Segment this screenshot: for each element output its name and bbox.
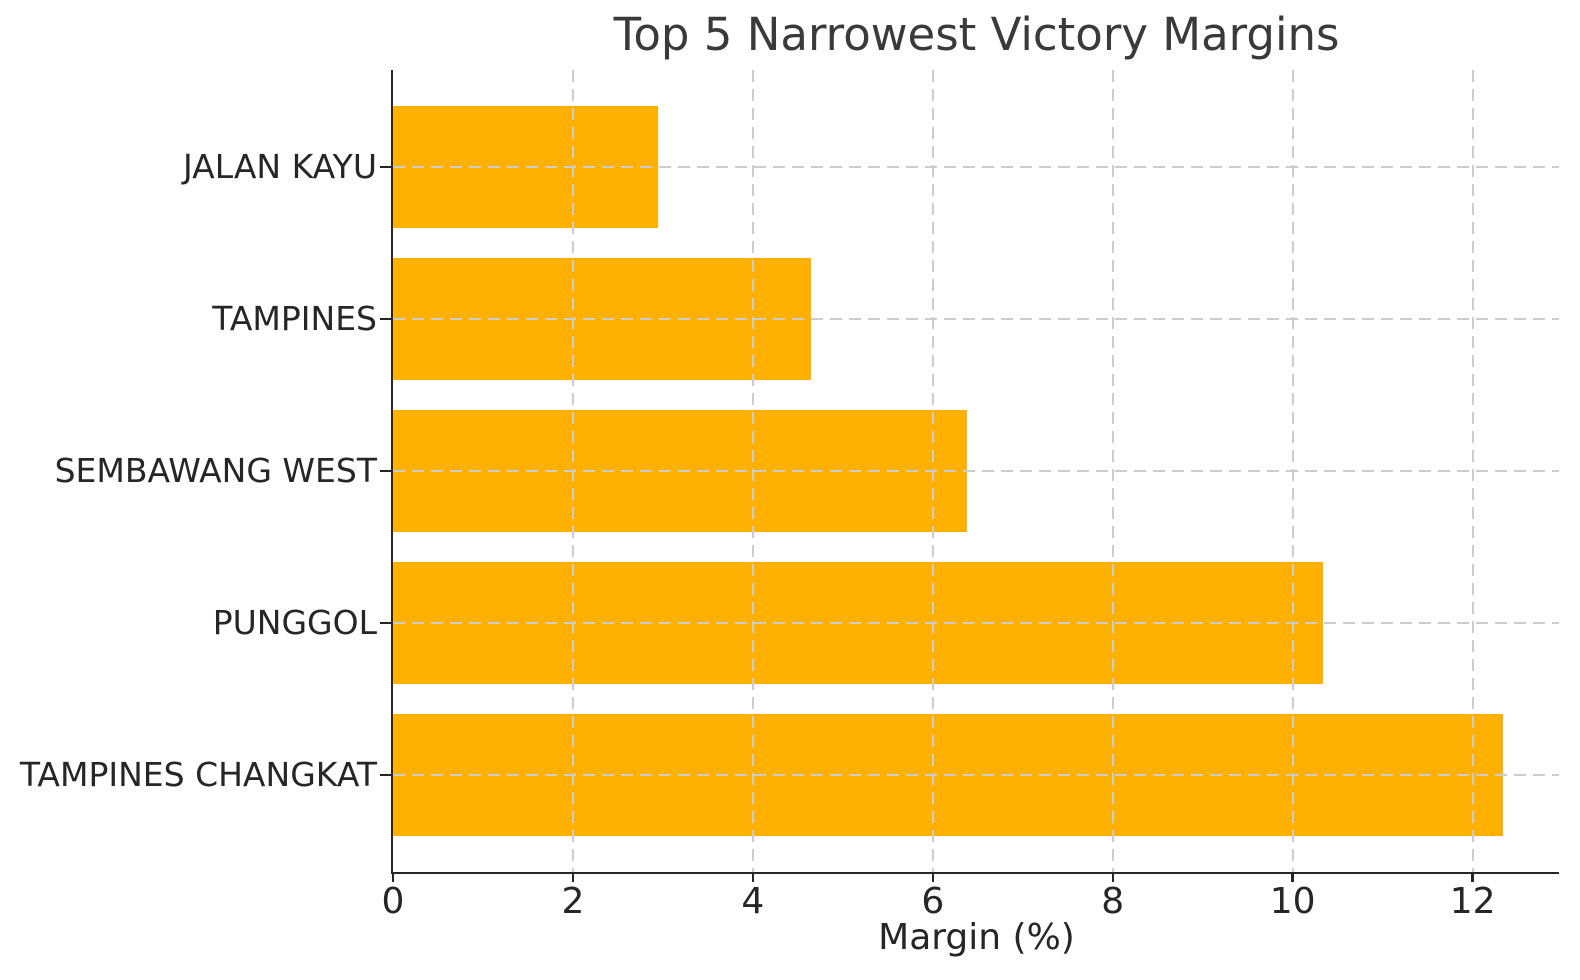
y-tick-jalan-kayu (380, 165, 391, 169)
x-tick-0 (391, 872, 395, 882)
y-tick-label-tampines-changkat: TAMPINES CHANGKAT (19, 754, 377, 794)
x-tick-8 (1111, 872, 1114, 882)
x-tick-label: 8 (1101, 881, 1125, 922)
x-tick-label: 10 (1269, 881, 1316, 922)
x-tick-12 (1471, 872, 1474, 882)
y-tick-sembawang-west (380, 469, 391, 473)
y-tick-label-jalan-kayu: JALAN KAYU (182, 147, 377, 187)
x-tick-label: 12 (1449, 881, 1496, 922)
gridline-y-tampines (393, 318, 1559, 321)
chart-title: Top 5 Narrowest Victory Margins (613, 8, 1340, 61)
gridline-y-jalan-kayu (393, 166, 1559, 169)
x-tick-label: 6 (921, 881, 945, 922)
x-tick-4 (751, 872, 755, 882)
x-axis-label: Margin (%) (878, 917, 1075, 958)
x-tick-2 (571, 872, 575, 882)
gridline-y-tampines-changkat (393, 773, 1559, 776)
y-tick-label-punggol: PUNGGOL (212, 602, 377, 642)
y-tick-label-sembawang-west: SEMBAWANG WEST (54, 451, 377, 490)
y-tick-punggol (380, 621, 391, 625)
x-tick-10 (1291, 872, 1294, 882)
y-tick-tampines (380, 317, 391, 321)
y-tick-tampines-changkat (380, 773, 391, 777)
x-tick-label: 0 (381, 881, 405, 922)
gridline-y-punggol (393, 621, 1559, 624)
x-tick-label: 2 (561, 881, 585, 922)
x-tick-label: 4 (741, 881, 765, 922)
plot-area: 0 2 4 6 8 10 12 JALAN KAYU TAMPINES SEMBAWANG WES… (20, 70, 1559, 921)
x-tick-6 (931, 872, 935, 882)
gridline-y-sembawang-west (393, 470, 1559, 472)
y-tick-label-tampines: TAMPINES (212, 299, 377, 339)
